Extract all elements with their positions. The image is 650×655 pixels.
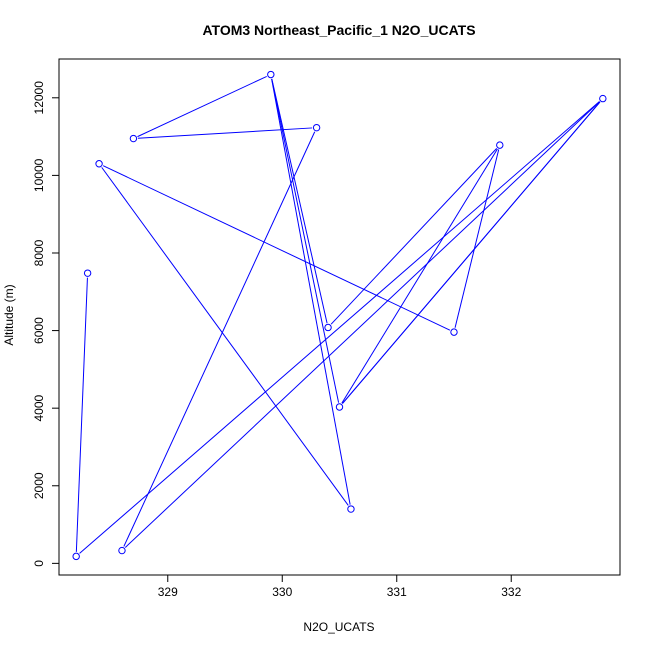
y-tick-label: 10000: [32, 158, 46, 192]
series-line-segment: [137, 75, 267, 138]
y-tick-label: 8000: [32, 239, 46, 266]
x-axis: 329 330 331 332: [158, 574, 522, 599]
y-tick-label: 0: [32, 560, 46, 567]
series-line-segment: [101, 167, 349, 506]
data-point: [335, 403, 344, 411]
x-tick-label: 331: [387, 585, 407, 599]
data-point: [450, 328, 458, 336]
series-line-segment: [75, 277, 88, 552]
data-point: [347, 505, 355, 513]
x-axis-label: N2O_UCATS: [303, 620, 374, 634]
x-tick-label: 332: [501, 585, 521, 599]
series-line-segment: [454, 149, 500, 328]
series-line-segment: [271, 78, 340, 403]
data-point: [599, 94, 607, 103]
y-axis: 0 2000 4000 6000 8000 10000 12000: [32, 81, 60, 567]
y-tick-label: 6000: [32, 317, 46, 344]
series-line-segment: [330, 148, 498, 325]
y-tick-label: 12000: [32, 81, 46, 115]
series-line-segment: [271, 78, 328, 324]
y-axis-label: Altitude (m): [2, 284, 16, 345]
series-line-segment: [341, 148, 498, 404]
data-point: [118, 546, 126, 555]
series-line-segment: [79, 101, 600, 554]
data-point: [72, 552, 80, 561]
y-tick-label: 2000: [32, 472, 46, 499]
series-line-segment: [124, 101, 600, 548]
x-tick-label: 329: [158, 585, 178, 599]
data-point: [95, 160, 103, 168]
series-line-segment: [102, 165, 451, 331]
data-point: [83, 269, 92, 277]
data-point: [267, 70, 275, 79]
series-line-segment: [123, 131, 316, 547]
series-line-segment: [271, 78, 351, 505]
x-tick-label: 330: [272, 585, 292, 599]
data-point: [312, 123, 321, 132]
series-line-segment: [342, 101, 601, 404]
data-point: [129, 134, 138, 143]
series-layer: [72, 70, 607, 561]
data-point: [496, 141, 504, 149]
data-point: [324, 323, 332, 332]
y-tick-label: 4000: [32, 395, 46, 422]
chart-title: ATOM3 Northeast_Pacific_1 N2O_UCATS: [202, 22, 475, 38]
